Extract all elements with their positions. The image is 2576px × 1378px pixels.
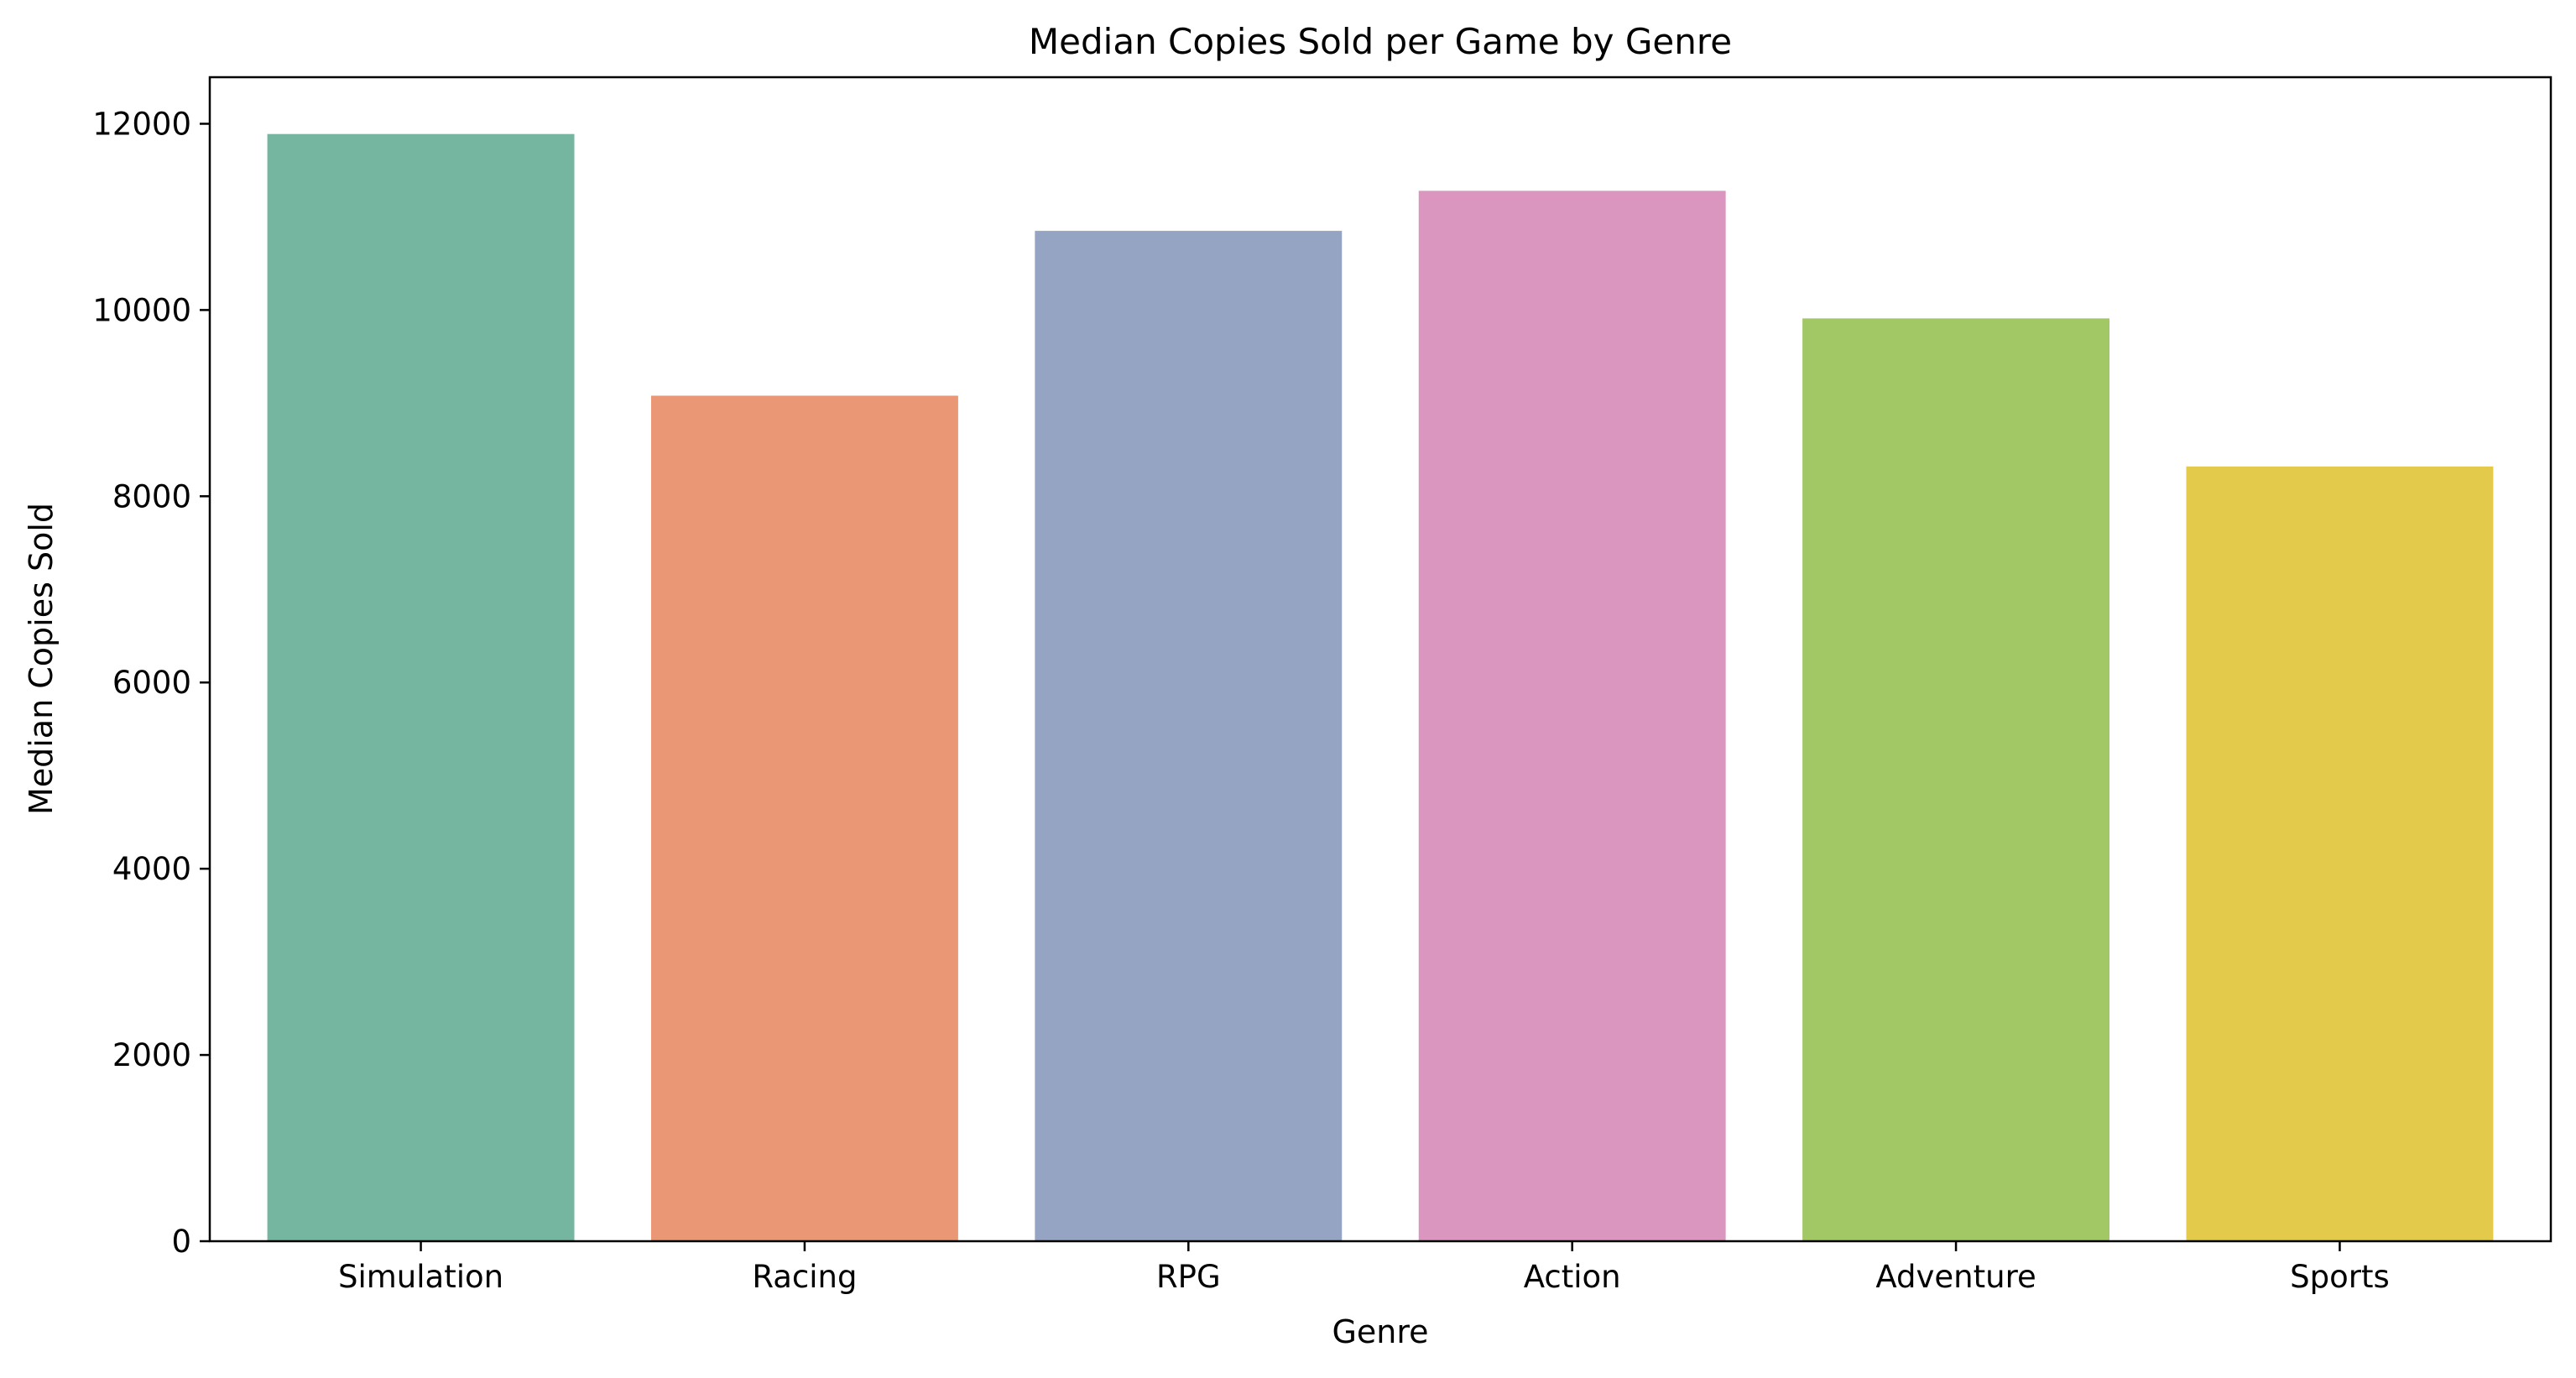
y-axis-label: Median Copies Sold [23, 503, 60, 815]
bar-sports [2186, 466, 2494, 1241]
y-tick-label: 4000 [112, 851, 191, 887]
x-tick-label: Racing [752, 1259, 857, 1295]
plot-area-frame [208, 76, 2553, 1243]
x-tick-label: Action [1524, 1259, 1621, 1295]
y-tick-label: 2000 [112, 1037, 191, 1073]
x-tick-label: RPG [1156, 1259, 1221, 1295]
chart-title: Median Copies Sold per Game by Genre [1029, 21, 1732, 62]
ticks-group: Simulation Racing RPG Action Adventure Sports… [92, 106, 2389, 1295]
bar-racing [650, 395, 958, 1242]
y-tick-label: 6000 [112, 665, 191, 701]
y-tick-label: 10000 [92, 292, 191, 328]
y-tick-label: 8000 [112, 478, 191, 514]
bars-group [267, 133, 2494, 1242]
bar-adventure [1802, 318, 2110, 1241]
bar-simulation [267, 133, 575, 1242]
x-tick-label: Adventure [1875, 1259, 2036, 1295]
bar-action [1418, 191, 1726, 1241]
y-tick-label: 12000 [92, 106, 191, 142]
x-tick-label: Sports [2290, 1259, 2390, 1295]
x-axis-label: Genre [1332, 1313, 1428, 1350]
y-tick-label: 0 [171, 1224, 191, 1260]
bar-rpg [1035, 231, 1343, 1242]
x-tick-label: Simulation [338, 1259, 503, 1295]
